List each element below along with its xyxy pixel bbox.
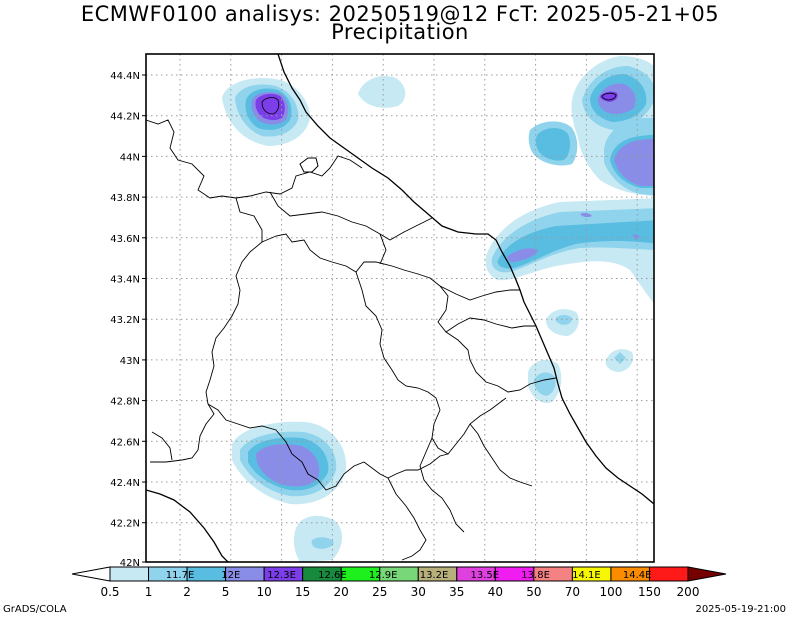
lat-label: 44N: [120, 152, 140, 163]
lon-label: 12.3E: [267, 570, 296, 581]
map-frame: [145, 53, 655, 563]
colorbar-label: 35: [449, 585, 464, 599]
latitude-labels: 44.4N 44.2N 44N 43.8N 43.6N 43.4N 43.2N 43N 42.8…: [110, 71, 146, 569]
lat-label: 43.4N: [110, 275, 140, 286]
software-credit: GrADS/COLA: [3, 604, 67, 615]
colorbar-label: 30: [411, 585, 426, 599]
lon-label: 13.5E: [471, 570, 500, 581]
precipitation-field: [222, 56, 654, 562]
lon-label: 14.1E: [572, 570, 601, 581]
lat-label: 42N: [120, 558, 140, 569]
colorbar-label: 150: [638, 585, 661, 599]
colorbar-label: 100: [599, 585, 622, 599]
lat-label: 43.2N: [110, 315, 140, 326]
colorbar-label: 200: [677, 585, 700, 599]
colorbar-label: 40: [488, 585, 503, 599]
lon-label: 11.7E: [166, 570, 195, 581]
lat-label: 43N: [120, 356, 140, 367]
colorbar-swatch: [109, 566, 150, 582]
island: [299, 157, 319, 173]
lat-label: 44.4N: [110, 71, 140, 82]
colorbar-label: 5: [222, 585, 230, 599]
lat-label: 44.2N: [110, 112, 140, 123]
lat-label: 43.6N: [110, 234, 140, 245]
lon-label: 12.9E: [369, 570, 398, 581]
colorbar-label: 20: [334, 585, 349, 599]
colorbar-low-arrow: [71, 566, 111, 582]
colorbar-label: 10: [256, 585, 271, 599]
lon-label: 13.2E: [420, 570, 449, 581]
figure-title: ECMWF0100 analisys: 20250519@12 FcT: 202…: [80, 2, 720, 26]
colorbar-swatch: [648, 566, 689, 582]
coastline: [277, 54, 654, 505]
regional-borders: [146, 119, 557, 561]
colorbar-label: 70: [565, 585, 580, 599]
run-timestamp: 2025-05-19-21:00: [695, 604, 786, 615]
colorbar-label: 15: [295, 585, 310, 599]
lon-label: 13.8E: [521, 570, 550, 581]
lat-label: 43.8N: [110, 193, 140, 204]
colorbar-label: 50: [526, 585, 541, 599]
lat-label: 42.4N: [110, 478, 140, 489]
lat-label: 42.6N: [110, 437, 140, 448]
lon-label: 12.6E: [318, 570, 347, 581]
colorbar-label: 25: [372, 585, 387, 599]
lon-label: 14.4E: [623, 570, 652, 581]
colorbar-label: 0.5: [100, 585, 119, 599]
lon-label: 12E: [221, 570, 240, 581]
lat-label: 42.2N: [110, 519, 140, 530]
figure-subtitle: Precipitation: [331, 20, 469, 44]
lat-label: 42.8N: [110, 397, 140, 408]
colorbar-high-arrow: [687, 566, 727, 582]
colorbar-label: 2: [183, 585, 191, 599]
colorbar-label: 1: [145, 585, 153, 599]
coastline-sw: [146, 489, 229, 562]
boundaries: [146, 54, 654, 562]
